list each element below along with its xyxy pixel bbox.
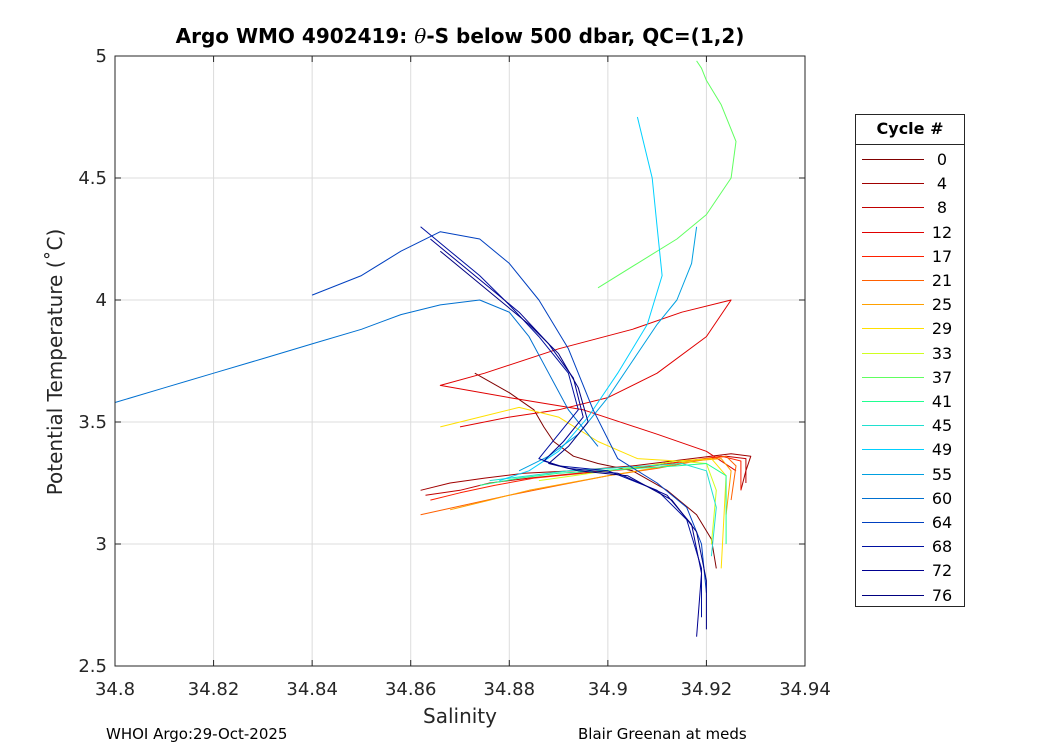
legend-label: 45 [931,416,953,436]
legend: Cycle # 0 4 8 12 17 21 25 29 33 37 41 45 49 55 60 64 68 7… [855,114,965,607]
x-axis-label: Salinity [423,704,497,728]
series-line-cycle-25 [449,458,732,515]
series-line-cycle-12 [439,299,737,472]
legend-item-cycle-33: 33 [856,342,964,366]
legend-swatch [862,304,924,306]
series-line-cycle-60 [114,299,599,447]
legend-item-cycle-17: 17 [856,245,964,269]
legend-swatch [862,546,924,548]
legend-label: 25 [931,295,953,315]
series-line-cycle-55 [518,226,698,472]
legend-label: 37 [931,367,953,387]
legend-label: 64 [931,513,953,532]
legend-swatch [862,594,924,596]
legend-swatch [862,570,924,572]
series-line-cycle-37 [597,60,737,289]
legend-item-cycle-4: 4 [856,172,964,196]
legend-item-cycle-41: 41 [856,390,964,414]
series-line-cycle-64 [311,231,707,593]
legend-swatch [862,497,924,499]
legend-swatch [862,328,924,330]
legend-label: 72 [931,561,953,581]
legend-item-cycle-55: 55 [856,463,964,487]
legend-item-cycle-25: 25 [856,293,964,317]
legend-swatch [862,255,924,257]
y-tick-label: 2.5 [78,656,107,677]
legend-title: Cycle # [876,119,944,138]
legend-item-cycle-64: 64 [856,511,964,535]
legend-label: 49 [931,440,953,460]
series-line-cycle-76 [439,250,707,630]
legend-swatch [862,473,924,475]
legend-item-cycle-29: 29 [856,317,964,341]
legend-swatch [862,183,924,185]
x-tick-label: 34.94 [779,679,831,700]
legend-swatch [862,425,924,427]
legend-item-cycle-60: 60 [856,487,964,511]
legend-item-cycle-12: 12 [856,221,964,245]
y-tick-label: 4 [96,290,107,311]
x-tick-label: 34.82 [188,679,240,700]
series-layer [114,60,752,637]
legend-label: 0 [936,150,948,169]
legend-swatch [862,231,924,233]
x-tick-label: 34.88 [484,679,536,700]
y-tick-label: 5 [96,46,107,67]
legend-swatch [862,159,924,160]
axis-ticks: 34.8 34.82 34.84 34.86 34.88 34.9 34.92 34.94 2.… [78,46,830,700]
legend-label: 17 [931,246,953,266]
legend-item-cycle-37: 37 [856,366,964,390]
series-line-cycle-68 [420,226,702,618]
x-tick-label: 34.9 [588,679,628,700]
footer-source: WHOI Argo:29-Oct-2025 [106,725,288,743]
legend-label: 60 [931,488,953,508]
x-tick-label: 34.84 [286,679,338,700]
legend-item-cycle-0: 0 [856,148,964,172]
legend-label: 29 [931,319,953,339]
y-tick-label: 3.5 [78,412,107,433]
legend-divider [856,144,964,145]
x-tick-label: 34.8 [95,679,135,700]
legend-swatch [862,401,924,402]
series-line-cycle-4 [420,453,752,491]
y-tick-label: 4.5 [78,168,107,189]
legend-label: 21 [931,271,953,290]
series-line-cycle-0 [474,372,717,569]
legend-item-cycle-76: 76 [856,584,964,608]
legend-swatch [862,207,924,209]
legend-label: 76 [931,585,953,605]
plot-area-background [115,56,805,666]
legend-label: 33 [931,343,953,363]
series-line-cycle-33 [538,460,717,545]
legend-swatch [862,280,924,281]
series-line-cycle-45 [489,463,717,557]
x-tick-label: 34.92 [681,679,733,700]
series-line-cycle-29 [440,406,727,569]
legend-swatch [862,449,924,451]
x-tick-label: 34.86 [385,679,437,700]
legend-item-cycle-68: 68 [856,535,964,559]
legend-item-cycle-49: 49 [856,438,964,462]
legend-label: 41 [931,392,953,411]
legend-label: 68 [931,537,953,557]
legend-swatch [862,376,924,378]
legend-label: 12 [931,222,953,242]
chart-title: Argo WMO 4902419: θ-S below 500 dbar, QC… [175,24,745,48]
legend-item-cycle-21: 21 [856,269,964,293]
legend-label: 8 [936,198,948,218]
series-line-cycle-41 [479,463,727,544]
footer-author: Blair Greenan at meds [578,725,747,743]
legend-item-cycle-72: 72 [856,559,964,583]
y-axis-label: Potential Temperature (˚C) [43,228,67,496]
grid-lines [115,56,805,666]
legend-label: 4 [936,174,948,194]
y-tick-label: 3 [96,534,107,555]
legend-swatch [862,522,924,523]
legend-swatch [862,352,924,354]
legend-item-cycle-45: 45 [856,414,964,438]
legend-label: 55 [931,464,953,484]
legend-item-cycle-8: 8 [856,196,964,220]
plot-area-border [114,55,806,667]
